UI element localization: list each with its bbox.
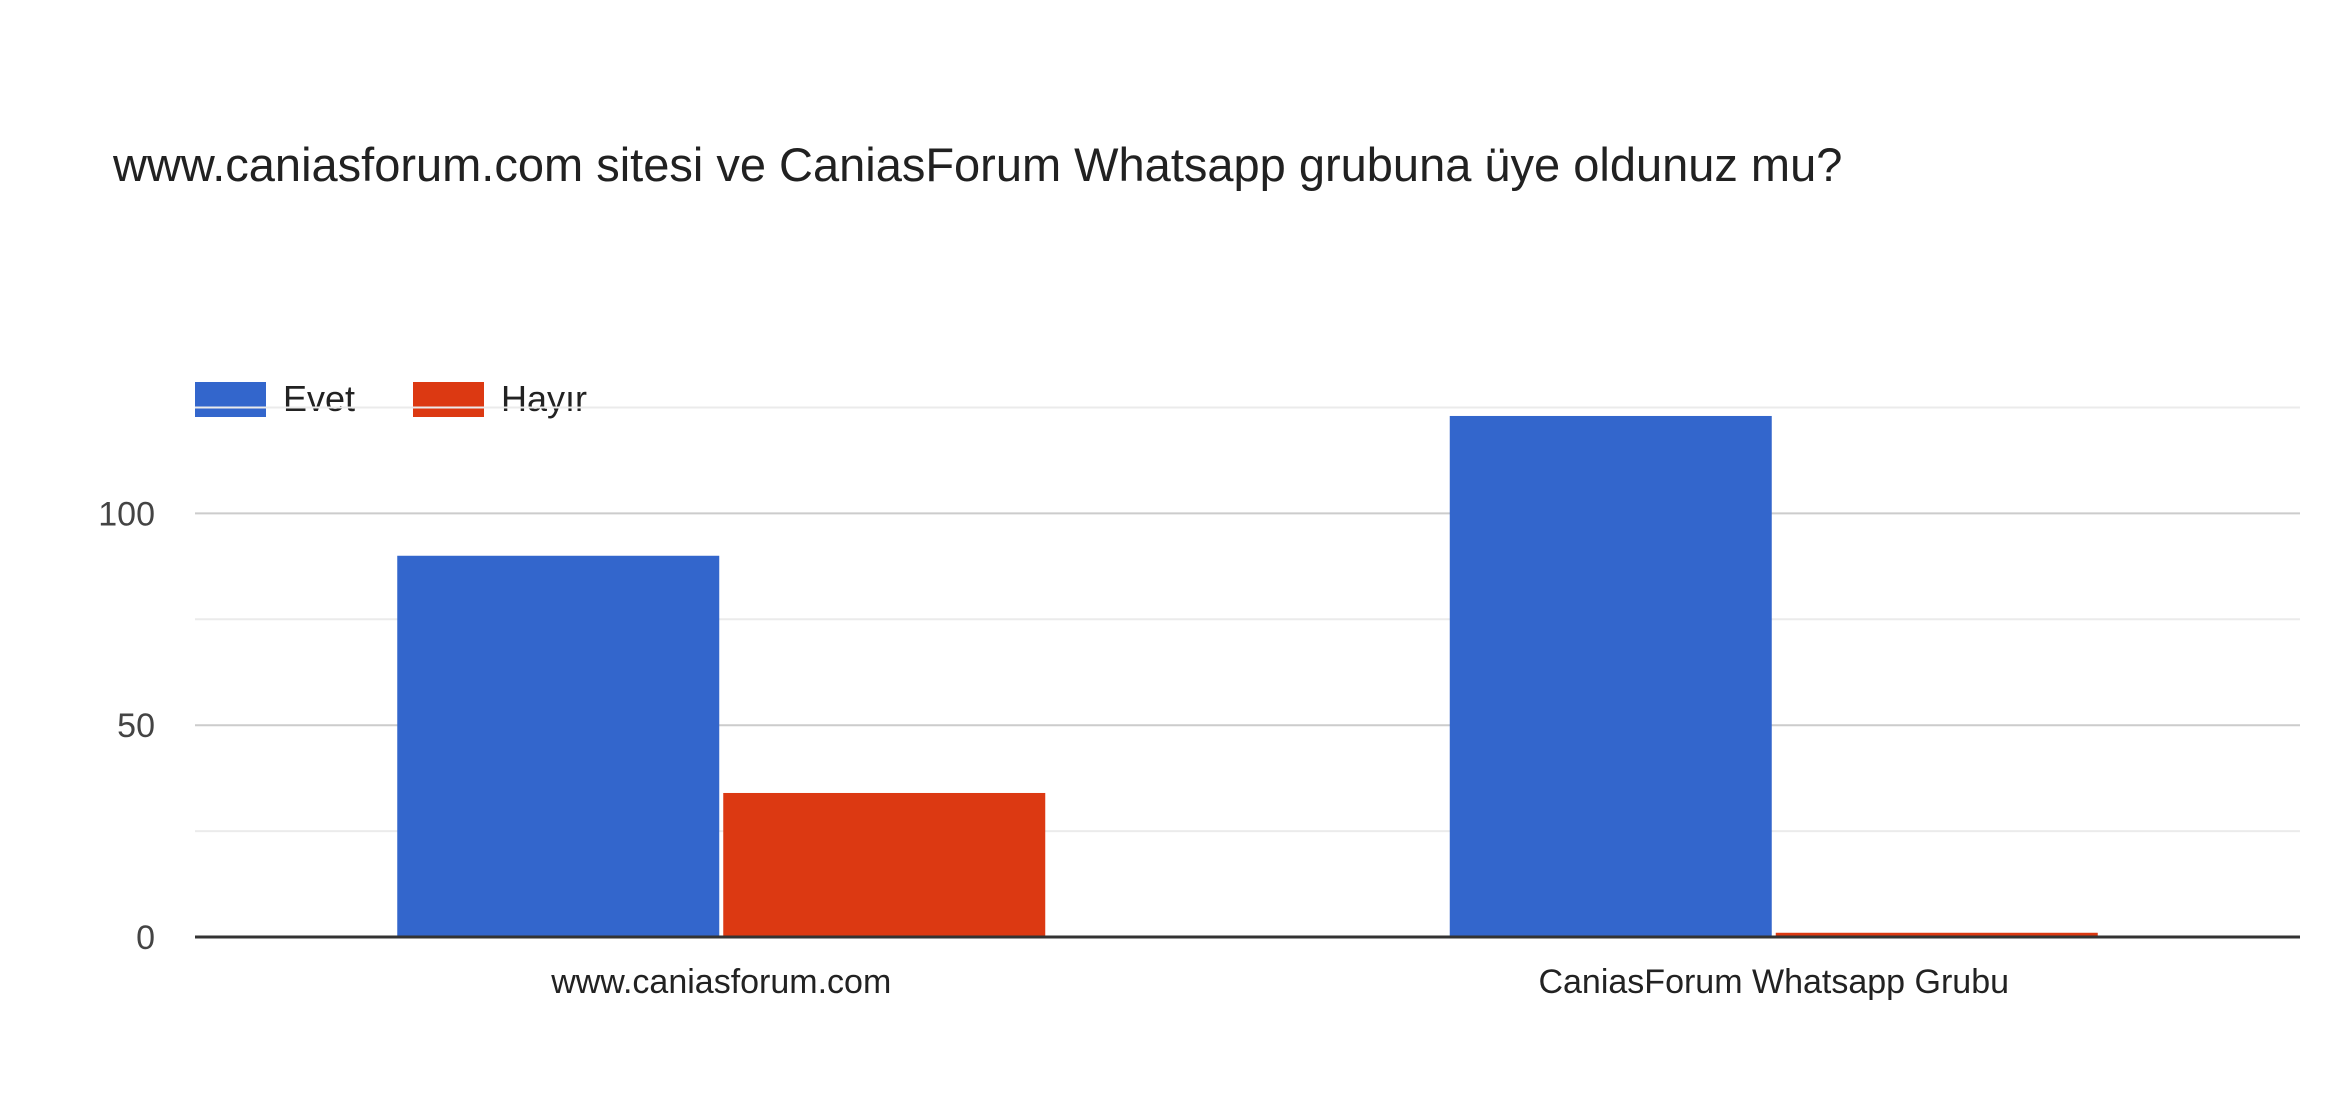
legend-label: Evet	[283, 378, 355, 419]
bars	[397, 415, 2098, 937]
x-axis-labels: www.caniasforum.com CaniasForum Whatsapp …	[550, 963, 2009, 1001]
bar-evet-1	[397, 555, 720, 937]
x-category-label: www.caniasforum.com	[550, 963, 891, 1001]
legend-label: Hayır	[501, 378, 587, 419]
x-category-label: CaniasForum Whatsapp Grubu	[1538, 963, 2009, 1001]
bar-evet-2	[1449, 415, 1772, 937]
chart-title: www.caniasforum.com sitesi ve CaniasForu…	[112, 138, 1842, 191]
y-tick-label: 0	[136, 919, 155, 957]
y-tick-label: 100	[98, 495, 155, 533]
legend-swatch	[195, 382, 266, 417]
y-tick-label: 50	[117, 707, 155, 745]
bar-hay-r-2	[1775, 932, 2098, 937]
legend: Evet Hayır	[195, 378, 587, 419]
legend-swatch	[413, 382, 484, 417]
bar-hay-r-1	[723, 792, 1046, 937]
y-axis-ticks: 0 50 100	[98, 495, 155, 957]
